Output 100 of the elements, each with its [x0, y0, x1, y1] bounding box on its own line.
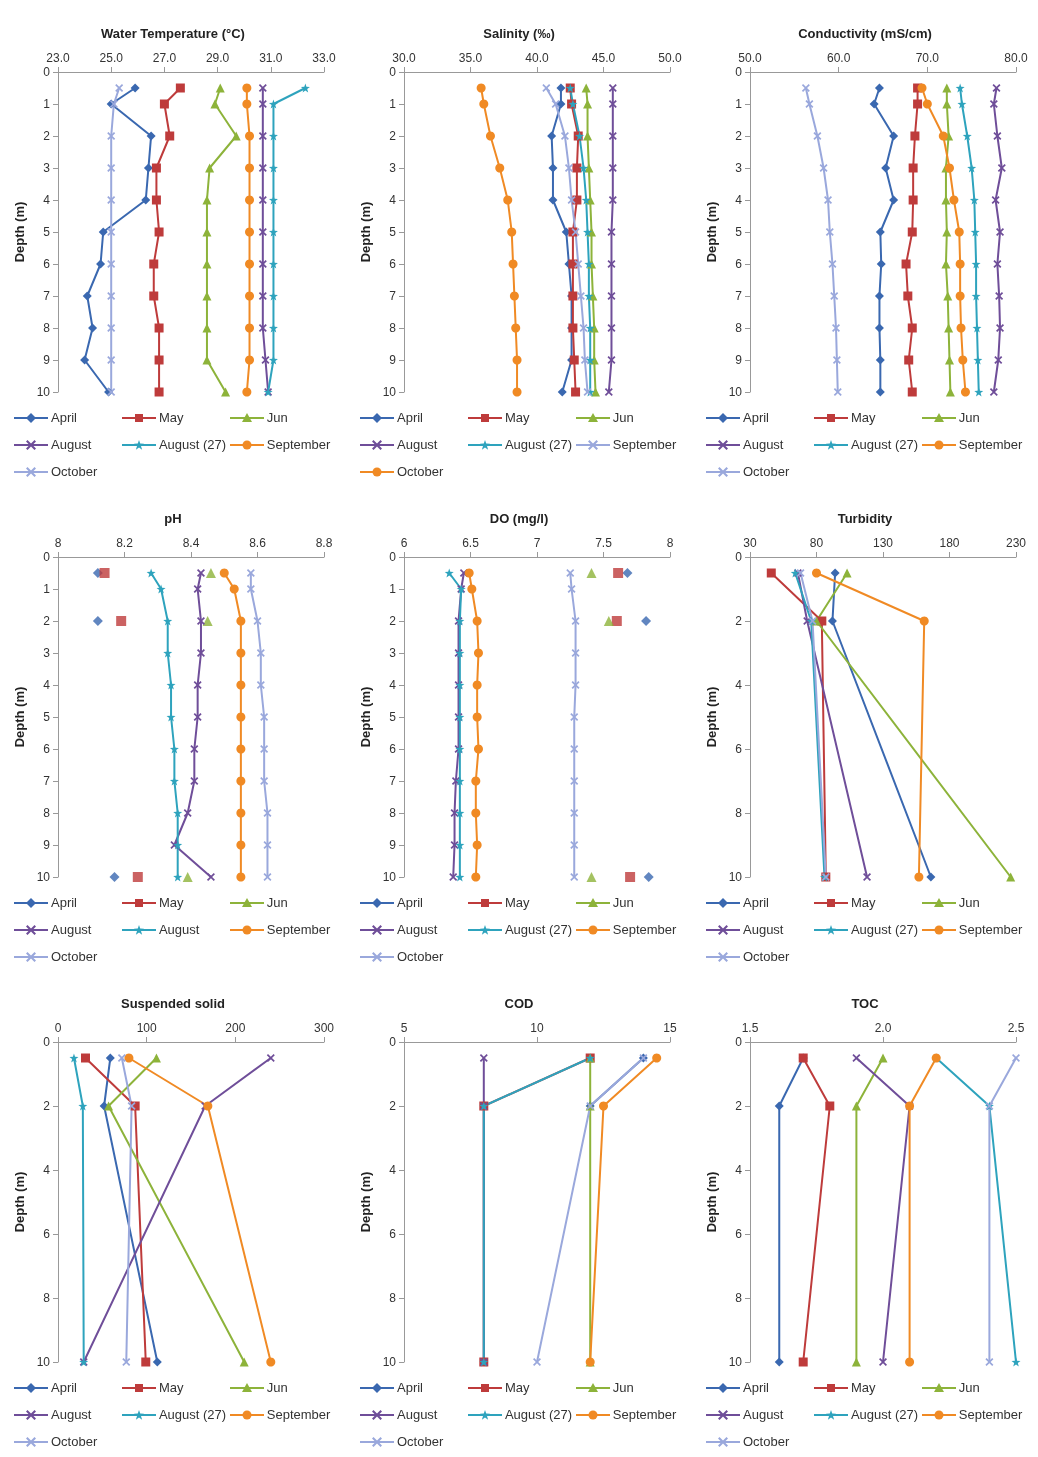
x-tick-label: 50.0 [658, 51, 682, 65]
y-tick-label: 1 [43, 97, 51, 111]
legend-label: August (27) [850, 437, 919, 452]
legend-label: August [397, 922, 438, 937]
y-tick-label: 7 [43, 774, 51, 788]
chart-title: Conductivity (mS/cm) [798, 26, 932, 41]
y-axis-title: Depth (m) [11, 1171, 27, 1233]
legend-label: April [397, 1380, 424, 1395]
legend-label: May [504, 895, 530, 910]
legend-label: Jun [612, 1380, 634, 1395]
y-tick-label: 4 [735, 1163, 743, 1177]
y-tick-label: 2 [43, 614, 51, 628]
x-tick-label: 130 [872, 536, 894, 550]
y-tick-label: 10 [728, 1355, 743, 1369]
legend-label: August [743, 922, 784, 937]
y-tick-label: 10 [728, 385, 743, 399]
y-tick-label: 0 [43, 65, 51, 79]
legend-label: September [266, 1407, 331, 1422]
x-tick-label: 0 [54, 1021, 62, 1035]
y-axis-title: Depth (m) [357, 1171, 373, 1233]
legend-label: Jun [612, 895, 634, 910]
legend-label: October [51, 1434, 98, 1449]
y-tick-label: 1 [389, 582, 397, 596]
x-tick-label: 60.0 [826, 51, 851, 65]
legend-label: October [51, 949, 98, 964]
y-tick-label: 10 [36, 385, 51, 399]
legend-label: May [850, 895, 876, 910]
y-tick-label: 6 [735, 742, 743, 756]
legend-label: May [850, 1380, 876, 1395]
chart-title: COD [504, 996, 534, 1011]
y-tick-label: 4 [43, 678, 51, 692]
legend-label: September [958, 922, 1023, 937]
legend-label: May [158, 1380, 184, 1395]
y-tick-label: 0 [43, 550, 51, 564]
legend-label: April [743, 1380, 770, 1395]
legend-label: August [51, 922, 92, 937]
legend-label: October [51, 464, 98, 479]
x-tick-label: 300 [313, 1021, 335, 1035]
y-tick-label: 2 [43, 1099, 51, 1113]
y-tick-label: 4 [389, 1163, 397, 1177]
x-tick-label: 33.0 [312, 51, 336, 65]
x-tick-label: 35.0 [458, 51, 483, 65]
legend-label: May [850, 410, 876, 425]
y-tick-label: 1 [389, 97, 397, 111]
legend-label: August [743, 1407, 784, 1422]
legend-label: September [958, 437, 1023, 452]
y-tick-label: 2 [735, 1099, 743, 1113]
y-tick-label: 5 [43, 710, 51, 724]
legend-label: Jun [266, 895, 288, 910]
legend-label: April [743, 410, 770, 425]
y-tick-label: 8 [735, 1291, 743, 1305]
legend-label: September [612, 437, 677, 452]
y-tick-label: 6 [389, 1227, 397, 1241]
y-tick-label: 5 [389, 225, 397, 239]
x-tick-label: 8.2 [116, 536, 134, 550]
y-tick-label: 6 [735, 1227, 743, 1241]
y-tick-label: 6 [43, 1227, 51, 1241]
chart-title: DO (mg/l) [489, 511, 549, 526]
y-tick-label: 2 [43, 129, 51, 143]
y-tick-label: 2 [735, 614, 743, 628]
x-tick-label: 7 [533, 536, 541, 550]
chart-title: Suspended solid [120, 996, 226, 1011]
x-tick-label: 7.5 [595, 536, 613, 550]
y-tick-label: 9 [389, 353, 397, 367]
legend-label: April [51, 410, 78, 425]
y-tick-label: 4 [389, 193, 397, 207]
x-tick-label: 25.0 [99, 51, 124, 65]
x-tick-label: 31.0 [259, 51, 283, 65]
y-tick-label: 8 [389, 1291, 397, 1305]
y-axis-title: Depth (m) [703, 1171, 719, 1233]
y-tick-label: 4 [43, 193, 51, 207]
y-tick-label: 8 [735, 806, 743, 820]
legend-label: August (27) [158, 437, 227, 452]
y-tick-label: 10 [36, 1355, 51, 1369]
y-tick-label: 0 [43, 1035, 51, 1049]
y-tick-label: 0 [735, 550, 743, 564]
x-tick-label: 200 [225, 1021, 246, 1035]
y-tick-label: 2 [389, 129, 397, 143]
legend-label: Jun [612, 410, 634, 425]
x-tick-label: 29.0 [205, 51, 230, 65]
y-tick-label: 8 [735, 321, 743, 335]
legend-label: September [612, 922, 677, 937]
x-tick-label: 30 [743, 536, 757, 550]
x-tick-label: 5 [400, 1021, 408, 1035]
chart-title: Water Temperature (°C) [101, 26, 245, 41]
y-tick-label: 10 [382, 1355, 397, 1369]
y-tick-label: 9 [389, 838, 397, 852]
legend-label: May [158, 895, 184, 910]
y-axis-title: Depth (m) [703, 686, 719, 748]
y-tick-label: 1 [735, 97, 743, 111]
x-tick-label: 8 [54, 536, 62, 550]
legend-label: April [743, 895, 770, 910]
legend-label: October [743, 464, 790, 479]
x-tick-label: 30.0 [392, 51, 416, 65]
x-tick-label: 8 [666, 536, 674, 550]
legend-label: Jun [266, 1380, 288, 1395]
legend-label: April [397, 410, 424, 425]
x-tick-label: 10 [530, 1021, 544, 1035]
legend-label: August (27) [504, 437, 573, 452]
y-tick-label: 7 [735, 289, 743, 303]
